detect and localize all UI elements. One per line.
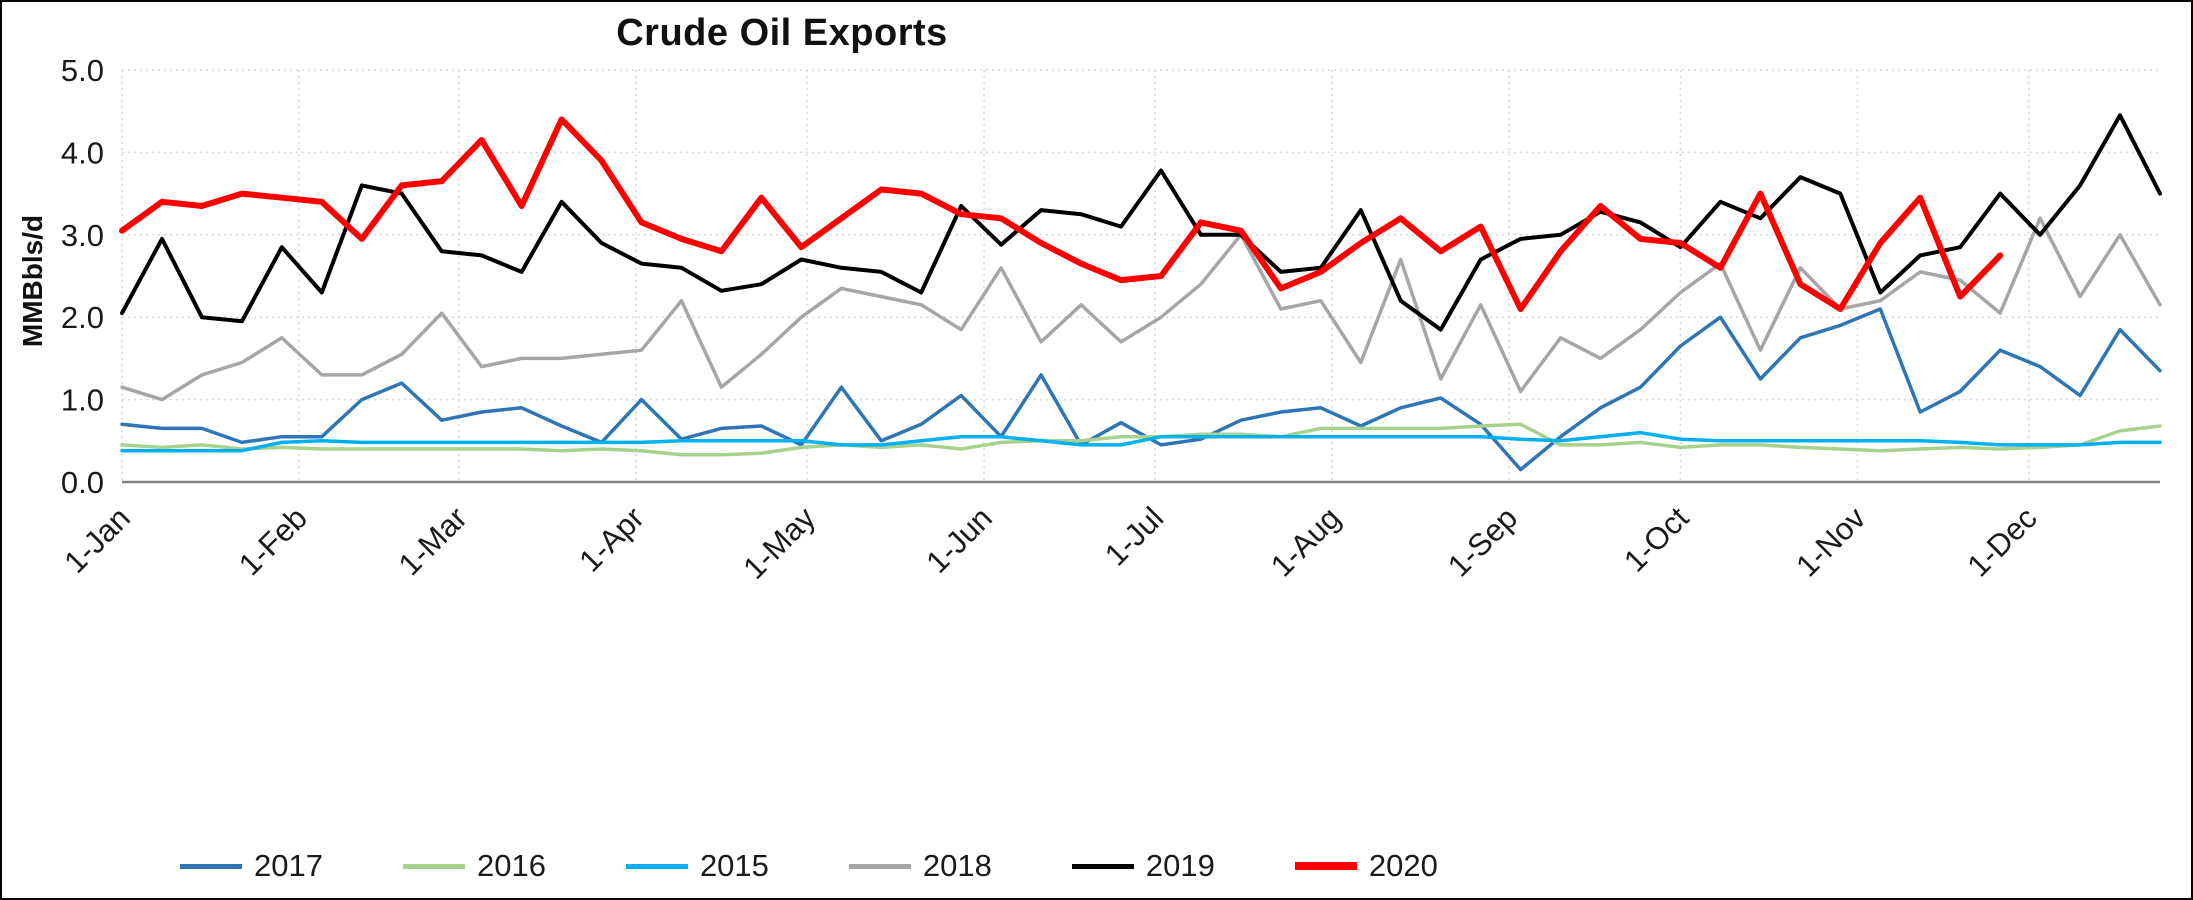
legend-item-2016: 2016 [402, 848, 546, 884]
legend-line-swatch-2017 [180, 863, 242, 869]
x-tick-label: 1-Apr [572, 500, 650, 578]
legend-label-2015: 2015 [699, 848, 769, 883]
legend-item-2017: 2017 [180, 848, 323, 884]
x-tick-label: 1-Nov [1789, 500, 1873, 584]
x-tick-label: 1-Feb [232, 500, 314, 582]
legend-label-2017: 2017 [254, 848, 323, 883]
series-line-2019 [120, 113, 2162, 332]
legend-label-2020: 2020 [1368, 848, 1438, 883]
legend-label-2019: 2019 [1145, 848, 1215, 883]
y-tick-label: 4.0 [61, 135, 104, 170]
y-tick-label: 0.0 [61, 465, 104, 500]
legend-item-2015: 2015 [625, 848, 769, 884]
legend-item-2018: 2018 [848, 848, 992, 884]
x-tick-label: 1-Jan [57, 500, 137, 580]
y-tick-label: 2.0 [61, 300, 104, 335]
legend-label-2018: 2018 [922, 848, 992, 883]
series-line-2017 [120, 307, 2162, 472]
y-tick-label: 1.0 [61, 383, 104, 418]
series-line-2015 [120, 430, 2162, 453]
series-line-2020 [119, 116, 2004, 312]
x-tick-label: 1-Oct [1617, 500, 1696, 579]
y-tick-label: 3.0 [61, 218, 104, 253]
legend-label-2016: 2016 [476, 848, 546, 883]
legend-item-2019: 2019 [1071, 848, 1215, 884]
y-tick-label: 5.0 [61, 53, 104, 88]
legend-line-swatch-2020 [1294, 862, 1357, 870]
legend-line-swatch-2019 [1071, 863, 1134, 869]
legend-line-swatch-2018 [848, 863, 911, 869]
legend: 2017 2016 2015 2018 2019 2020 [180, 848, 1438, 884]
legend-item-2020: 2020 [1294, 848, 1438, 884]
chart-title: Crude Oil Exports [616, 12, 948, 54]
legend-line-swatch-2016 [402, 863, 465, 869]
series-line-2016 [120, 422, 2162, 457]
x-tick-label: 1-Dec [1960, 500, 2043, 583]
x-tick-label: 1-Jun [919, 500, 999, 580]
x-tick-label: 1-Sep [1441, 500, 1524, 583]
x-tick-label: 1-Jul [1098, 500, 1170, 572]
legend-line-swatch-2015 [625, 863, 688, 869]
x-tick-label: 1-Mar [392, 500, 474, 582]
x-tick-label: 1-May [736, 500, 822, 586]
series-line-2018 [120, 216, 2162, 402]
x-tick-label: 1-Aug [1264, 500, 1347, 583]
